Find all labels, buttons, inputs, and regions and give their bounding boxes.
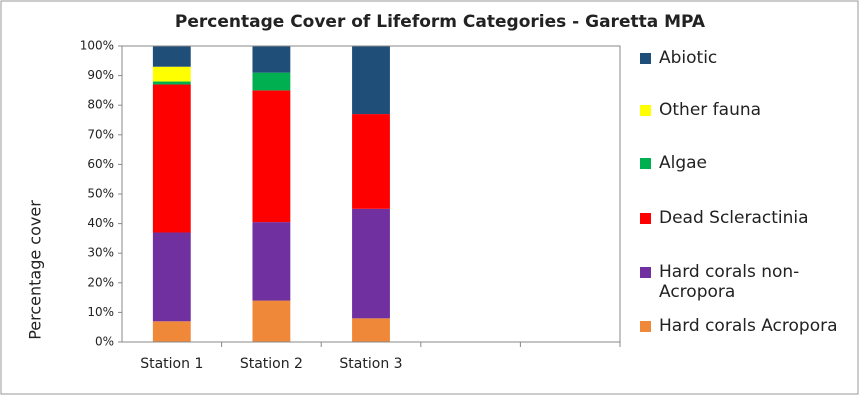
legend-item: Dead Scleractinia	[640, 208, 849, 228]
legend-label: Abiotic	[659, 48, 718, 68]
bar-segment	[252, 300, 291, 342]
x-tick-label: Station 2	[240, 356, 303, 372]
bar-segment	[352, 208, 390, 319]
y-tick-label: 30%	[87, 246, 114, 260]
y-tick-label: 50%	[87, 187, 114, 201]
y-tick-label: 10%	[87, 305, 114, 319]
legend-item: Hard corals Acropora	[640, 316, 849, 336]
legend-swatch	[640, 213, 651, 224]
chart-title: Percentage Cover of Lifeform Categories …	[175, 12, 706, 32]
x-tick-label: Station 3	[339, 356, 402, 372]
legend-swatch	[640, 105, 651, 116]
y-tick-label: 40%	[87, 216, 114, 230]
y-tick-label: 90%	[87, 68, 114, 82]
x-tick-label: Station 1	[140, 356, 203, 372]
bar-segment	[152, 321, 191, 342]
legend-item: Abiotic	[640, 48, 849, 68]
legend-swatch	[640, 321, 651, 332]
legend-swatch	[640, 53, 651, 64]
legend-item: Other fauna	[640, 100, 849, 120]
bar-segment	[152, 66, 191, 82]
bar-segment	[152, 84, 191, 233]
bar-segment	[152, 232, 191, 322]
bar-segment	[252, 90, 291, 223]
plot-border	[121, 45, 621, 343]
y-tick-label: 70%	[87, 127, 114, 141]
bar-segment	[352, 318, 390, 342]
bar-segment	[252, 46, 291, 73]
legend-item: Algae	[640, 153, 849, 173]
legend-label: Dead Scleractinia	[659, 208, 809, 228]
bar-segment	[352, 114, 390, 209]
y-tick-label: 100%	[80, 39, 114, 53]
legend-label: Hard corals Acropora	[659, 316, 838, 336]
legend-label: Hard corals non-Acropora	[659, 262, 800, 302]
y-tick-label: 60%	[87, 157, 114, 171]
legend-label: Other fauna	[659, 100, 762, 120]
bar-segment	[152, 46, 191, 67]
bar-segment	[252, 222, 291, 301]
legend-swatch	[640, 267, 651, 278]
bar-segment	[252, 72, 291, 91]
legend-swatch	[640, 158, 651, 169]
legend-label: Algae	[659, 153, 708, 173]
y-tick-label: 0%	[95, 335, 114, 349]
y-tick-label: 20%	[87, 275, 114, 289]
y-tick-label: 80%	[87, 98, 114, 112]
bar-segment	[152, 81, 191, 85]
y-axis-label: Percentage cover	[26, 200, 45, 340]
legend-item: Hard corals non-Acropora	[640, 262, 844, 302]
bar-segment	[352, 46, 390, 115]
